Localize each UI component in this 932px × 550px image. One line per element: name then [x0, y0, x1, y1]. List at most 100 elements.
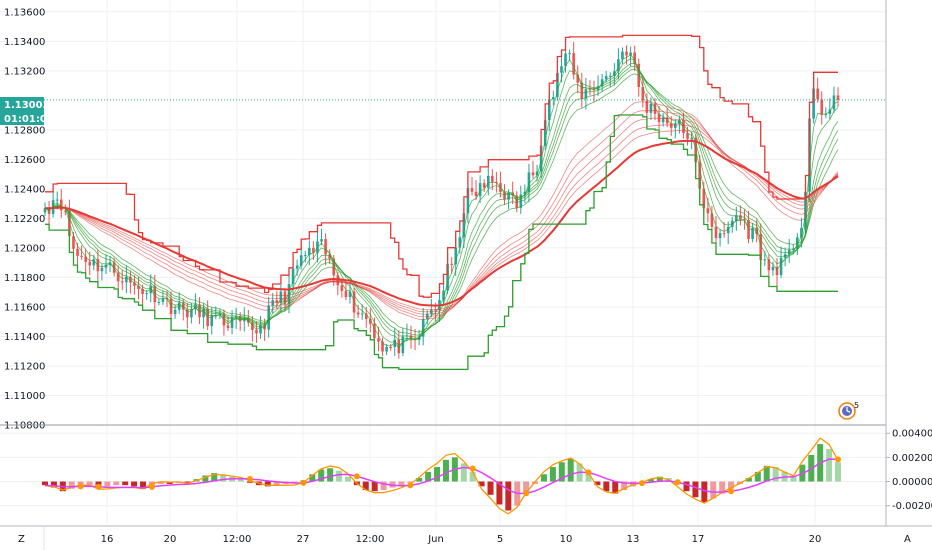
histogram-bar[interactable]: [656, 476, 663, 482]
candle[interactable]: [739, 205, 742, 226]
histogram-bar[interactable]: [835, 462, 841, 482]
histogram-bar[interactable]: [772, 467, 779, 482]
candle[interactable]: [824, 107, 828, 119]
histogram-bar[interactable]: [469, 471, 476, 482]
histogram-bar[interactable]: [220, 474, 227, 482]
candle[interactable]: [629, 46, 632, 67]
histogram-bar[interactable]: [558, 462, 565, 482]
candle[interactable]: [800, 217, 803, 248]
histogram-bar[interactable]: [238, 479, 245, 482]
histogram-bar[interactable]: [826, 448, 833, 482]
candle[interactable]: [385, 343, 388, 356]
candle[interactable]: [580, 72, 584, 108]
candle[interactable]: [486, 166, 490, 196]
histogram-bar[interactable]: [763, 465, 770, 482]
candle[interactable]: [722, 222, 726, 238]
histogram-bar[interactable]: [327, 468, 334, 482]
histogram-bar[interactable]: [496, 481, 503, 505]
candle[interactable]: [137, 276, 140, 300]
candle[interactable]: [617, 48, 620, 80]
candle[interactable]: [531, 160, 535, 179]
histogram-bar[interactable]: [425, 471, 432, 482]
histogram-bar[interactable]: [683, 481, 690, 492]
candle[interactable]: [76, 242, 79, 265]
histogram-bar[interactable]: [371, 481, 378, 492]
candle[interactable]: [478, 175, 482, 203]
candle[interactable]: [255, 321, 258, 343]
histogram-bar[interactable]: [540, 474, 547, 482]
candle[interactable]: [621, 47, 624, 64]
candle[interactable]: [836, 87, 840, 108]
candle[interactable]: [133, 275, 136, 295]
histogram-bar[interactable]: [710, 481, 717, 499]
histogram-bar[interactable]: [612, 481, 619, 494]
candle[interactable]: [507, 189, 510, 209]
candle[interactable]: [312, 241, 315, 260]
candle[interactable]: [153, 274, 157, 313]
candle[interactable]: [92, 254, 96, 271]
histogram-bar[interactable]: [523, 481, 530, 494]
candle[interactable]: [474, 180, 478, 200]
histogram-bar[interactable]: [790, 476, 797, 482]
candle[interactable]: [674, 119, 677, 139]
histogram-bar[interactable]: [86, 481, 93, 486]
candle[interactable]: [88, 251, 92, 276]
oscillator-pane[interactable]: [42, 437, 841, 515]
candle[interactable]: [576, 65, 580, 94]
candle[interactable]: [360, 304, 364, 320]
histogram-bar[interactable]: [362, 481, 369, 490]
candle[interactable]: [397, 330, 401, 359]
candle[interactable]: [552, 90, 555, 106]
candle[interactable]: [287, 275, 291, 314]
histogram-bar[interactable]: [318, 469, 325, 482]
candle[interactable]: [116, 265, 120, 292]
histogram-bar[interactable]: [273, 481, 280, 486]
candle[interactable]: [125, 265, 128, 294]
candle[interactable]: [450, 257, 453, 274]
histogram-bar[interactable]: [157, 481, 164, 484]
histogram-bar[interactable]: [567, 458, 574, 482]
timezone-button[interactable]: Z: [18, 534, 25, 545]
histogram-bar[interactable]: [50, 481, 57, 488]
candle[interactable]: [377, 326, 380, 352]
candle[interactable]: [190, 303, 193, 324]
candle[interactable]: [80, 245, 83, 260]
histogram-bar[interactable]: [647, 479, 654, 482]
candle[interactable]: [588, 80, 592, 96]
histogram-bar[interactable]: [291, 481, 298, 483]
histogram-bar[interactable]: [246, 481, 253, 483]
candle[interactable]: [381, 337, 384, 356]
candle[interactable]: [718, 228, 722, 247]
auto-scale-button[interactable]: A: [904, 534, 911, 545]
candle[interactable]: [43, 202, 47, 217]
histogram-bar[interactable]: [122, 481, 129, 486]
histogram-bar[interactable]: [398, 481, 405, 486]
histogram-bar[interactable]: [603, 481, 610, 492]
histogram-bar[interactable]: [344, 476, 351, 482]
histogram-bar[interactable]: [442, 459, 449, 482]
price-pane[interactable]: [43, 34, 886, 371]
histogram-bar[interactable]: [478, 481, 485, 487]
candle[interactable]: [604, 70, 608, 83]
histogram-bar[interactable]: [460, 463, 467, 482]
alert-clock-icon[interactable]: 5: [838, 401, 859, 420]
candle[interactable]: [767, 254, 771, 280]
candle[interactable]: [120, 269, 124, 291]
candle[interactable]: [251, 315, 254, 342]
candle[interactable]: [572, 42, 575, 80]
histogram-bar[interactable]: [701, 481, 708, 503]
candle[interactable]: [442, 282, 445, 305]
candle[interactable]: [303, 251, 307, 263]
histogram-bar[interactable]: [728, 481, 735, 489]
histogram-bar[interactable]: [68, 481, 75, 489]
candle[interactable]: [584, 77, 588, 110]
candle[interactable]: [308, 240, 311, 266]
last-price-badge[interactable]: 1.13003 01:01:09: [0, 97, 54, 125]
candle[interactable]: [157, 298, 161, 306]
histogram-bar[interactable]: [692, 481, 699, 498]
candle[interactable]: [641, 75, 645, 108]
candle[interactable]: [186, 302, 189, 329]
candle[interactable]: [356, 304, 360, 318]
candle[interactable]: [141, 284, 144, 305]
candle[interactable]: [633, 45, 636, 71]
